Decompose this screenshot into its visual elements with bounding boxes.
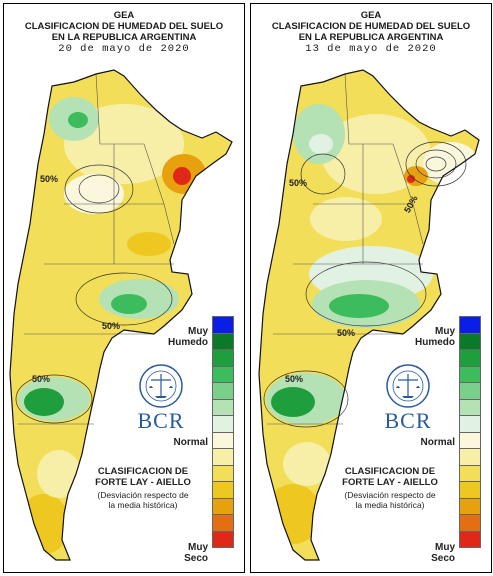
legend-swatch [459, 365, 481, 383]
bcr-seal-icon [139, 364, 183, 408]
argentina-moisture-map: 50% 50% 50% [9, 69, 233, 561]
org-name: GEA [113, 10, 135, 21]
classification-note: (Desviación respecto de la media históri… [329, 490, 451, 510]
legend-top-label: Muy Humedo [168, 326, 208, 348]
legend-swatch [459, 398, 481, 416]
legend-swatch [212, 349, 234, 367]
legend-swatch [459, 514, 481, 532]
legend-swatch [459, 530, 481, 548]
bcr-logo-text: BCR [384, 408, 432, 433]
legend-swatch [212, 481, 234, 499]
legend-swatch [459, 382, 481, 400]
classification-note2: la media histórica) [108, 500, 178, 510]
legend-swatch [459, 431, 481, 449]
legend-top-label: Muy Humedo [415, 326, 455, 348]
legend-swatch [212, 448, 234, 466]
legend-swatch [459, 415, 481, 433]
bcr-logo-text: BCR [137, 408, 185, 433]
color-legend [459, 316, 481, 548]
legend-swatch [212, 497, 234, 515]
legend-swatch [459, 332, 481, 350]
map-title-line2: EN LA REPUBLICA ARGENTINA [51, 32, 197, 43]
map-panel-13-may: 50% 50% 50% 50% GEA CLASIFICACION DE HUM… [250, 3, 492, 573]
contour-label: 50% [337, 328, 355, 338]
org-name: GEA [360, 10, 382, 21]
province-borders [267, 73, 424, 425]
classification-line2: FORTE LAY - AIELLO [95, 477, 191, 488]
bcr-seal-icon [386, 364, 430, 408]
legend-swatch [459, 481, 481, 499]
legend-middle-label: Normal [420, 437, 455, 448]
legend-swatch [459, 349, 481, 367]
legend-swatch [459, 316, 481, 334]
contour-lines [15, 164, 173, 424]
map-panel-20-may: 50% 50% 50% GEA CLASIFICACION DE HUMEDAD… [3, 3, 245, 573]
classification-title: CLASIFICACION DE FORTE LAY - AIELLO [82, 466, 204, 488]
argentina-moisture-map: 50% 50% 50% 50% [258, 69, 480, 561]
classification-line1: CLASIFICACION DE [97, 466, 189, 477]
legend-swatch [212, 332, 234, 350]
legend-swatch [212, 514, 234, 532]
country-outline [9, 69, 233, 561]
legend-swatch [459, 497, 481, 515]
contour-lines [263, 141, 467, 428]
legend-middle-label: Normal [173, 437, 208, 448]
legend-bottom-label: Muy Seco [431, 542, 455, 564]
map-header: GEA CLASIFICACION DE HUMEDAD DEL SUELO E… [4, 10, 244, 55]
legend-swatch [459, 448, 481, 466]
contour-label: 50% [40, 174, 58, 184]
legend-swatch [212, 316, 234, 334]
map-date: 20 de mayo de 2020 [58, 43, 190, 55]
map-header: GEA CLASIFICACION DE HUMEDAD DEL SUELO E… [251, 10, 491, 55]
classification-title: CLASIFICACION DE FORTE LAY - AIELLO [329, 466, 451, 488]
classification-note2: la media histórica) [355, 500, 425, 510]
legend-swatch [212, 464, 234, 482]
legend-swatch [212, 365, 234, 383]
contour-label: 50% [102, 321, 120, 331]
country-outline [258, 69, 480, 561]
classification-note: (Desviación respecto de la media históri… [82, 490, 204, 510]
classification-note1: (Desviación respecto de [344, 490, 436, 500]
bcr-logo: BCR [363, 364, 453, 436]
map-date: 13 de mayo de 2020 [305, 43, 437, 55]
legend-bottom-label: Muy Seco [184, 542, 208, 564]
map-title-line2: EN LA REPUBLICA ARGENTINA [298, 32, 444, 43]
map-title-line1: CLASIFICACION DE HUMEDAD DEL SUELO [24, 21, 224, 32]
color-legend [212, 316, 234, 548]
bcr-logo: BCR [116, 364, 206, 436]
legend-swatch [212, 382, 234, 400]
legend-swatch [212, 415, 234, 433]
legend-swatch [212, 398, 234, 416]
contour-label: 50% [285, 374, 303, 384]
legend-swatch [459, 464, 481, 482]
classification-line1: CLASIFICACION DE [344, 466, 436, 477]
classification-line2: FORTE LAY - AIELLO [342, 477, 438, 488]
contour-label: 50% [289, 178, 307, 188]
contour-label: 50% [32, 374, 50, 384]
province-borders [18, 73, 175, 425]
map-title-line1: CLASIFICACION DE HUMEDAD DEL SUELO [271, 21, 471, 32]
legend-swatch [212, 530, 234, 548]
classification-note1: (Desviación respecto de [97, 490, 189, 500]
legend-swatch [212, 431, 234, 449]
